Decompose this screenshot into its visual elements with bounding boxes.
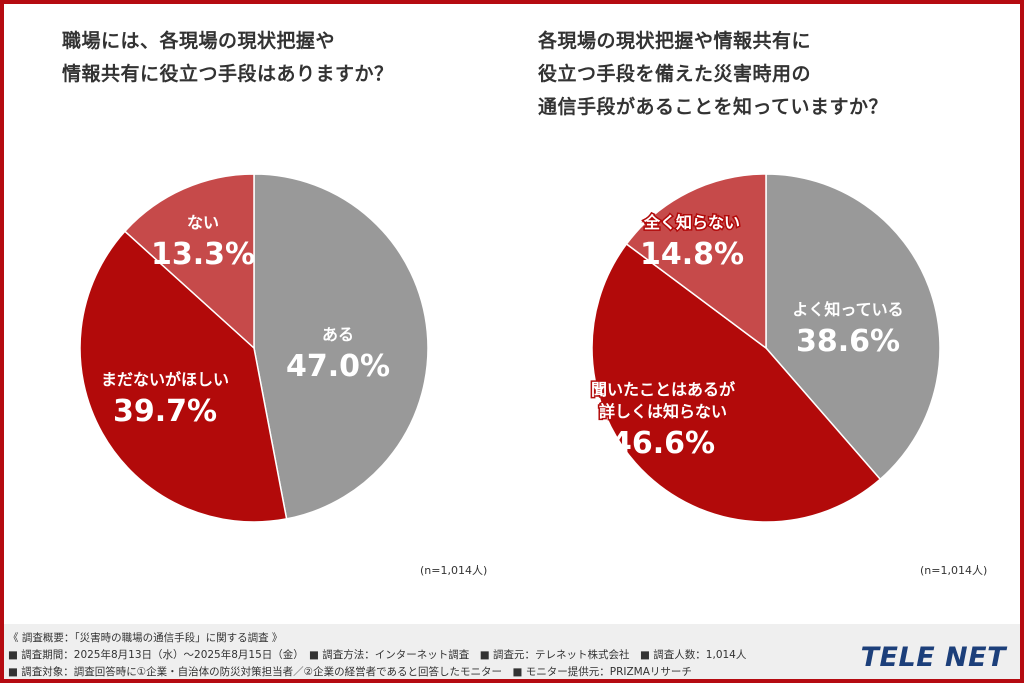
sample-size-left: (n=1,014人)	[420, 564, 488, 577]
pie2-value-label-3: 14.8%	[640, 237, 744, 272]
chart-title-left: 職場には、各現場の現状把握や 情報共有に役立つ手段はありますか？	[62, 30, 394, 85]
pie2-slice-3	[625, 173, 767, 350]
pie2-slice-2	[591, 242, 882, 523]
sample-size-right: (n=1,014人)	[920, 564, 988, 577]
footer-bar	[4, 624, 1020, 679]
pie2-slice-1	[765, 173, 941, 481]
pie2-category-label-1: よく知っている	[792, 300, 903, 319]
pie1-category-label-3: ない	[187, 213, 219, 232]
pie2-category-label-2: 詳しくは知らない	[599, 402, 727, 421]
footer-survey-details: ■ 調査期間：2025年8月13日（水）～2025年8月15日（金） ■ 調査方…	[8, 649, 747, 661]
pie1-slice-1	[253, 173, 429, 520]
pie1-slice-2	[79, 230, 288, 523]
pie2-value-label-1: 38.6%	[796, 324, 900, 359]
pie2-category-label-2: 聞いたことはあるが	[591, 380, 735, 399]
pie1-label-3: ない 13.3%	[151, 213, 255, 272]
pie1-value-label-3: 13.3%	[151, 237, 255, 272]
footer-survey-target: ■ 調査対象：調査回答時に①企業・自治体の防災対策担当者／②企業の経営者であると…	[8, 666, 692, 678]
pie1-value-label-2: 39.7%	[113, 394, 217, 429]
pie1-label-2: まだないがほしい 39.7%	[101, 370, 229, 429]
pie2-category-label-3: 全く知らない	[643, 213, 740, 232]
pie1-value-label-1: 47.0%	[286, 349, 390, 384]
pie1-category-label-2: まだないがほしい	[101, 370, 229, 389]
pie2-label-1: よく知っている 38.6%	[792, 300, 903, 359]
footer-summary: 《 調査概要：「災害時の職場の通信手段」に関する調査 》	[8, 632, 283, 644]
pie1-slice-3	[123, 173, 255, 350]
pie1-label-1: ある 47.0%	[286, 325, 390, 384]
pie1-category-label-1: ある	[322, 325, 354, 344]
chart-title-right: 各現場の現状把握や情報共有に 役立つ手段を備えた災害時用の 通信手段があることを…	[538, 30, 889, 118]
telenet-logo: TELE NET	[860, 642, 1006, 673]
pie2-value-label-2: 46.6%	[611, 426, 715, 461]
pie2-label-3: 全く知らない 14.8%	[640, 212, 744, 273]
